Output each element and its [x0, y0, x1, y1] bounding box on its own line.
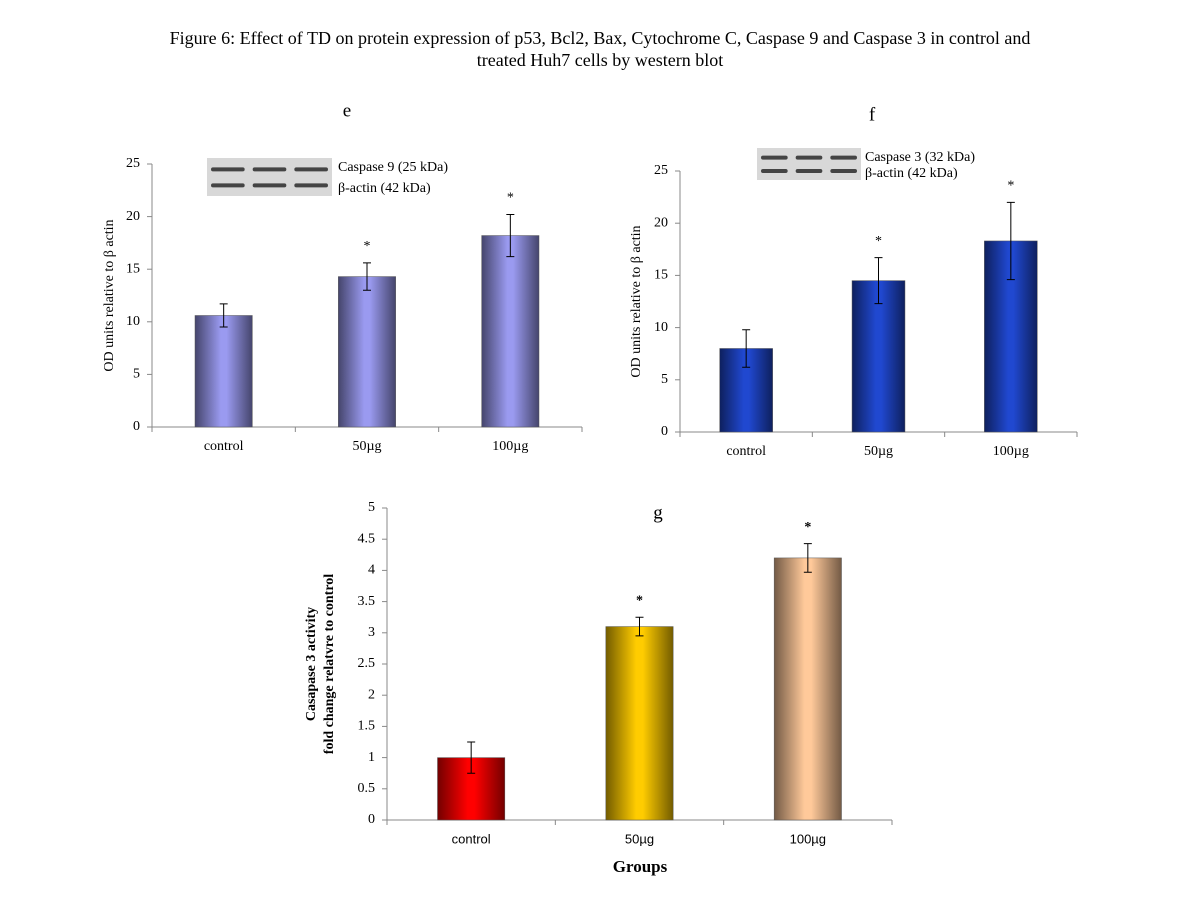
y-tick-label: 10	[654, 320, 668, 335]
error-bar	[506, 213, 515, 258]
x-tick-label: 100µg	[790, 831, 826, 846]
y-tick-label: 0	[368, 812, 375, 827]
blot-band	[761, 169, 788, 174]
x-tick-label: 100µg	[492, 439, 528, 454]
y-tick-label: 15	[126, 261, 140, 276]
y-tick-label: 2.5	[358, 656, 376, 671]
significance-mark: *	[875, 234, 882, 249]
blot-image	[757, 148, 861, 180]
blot-band	[294, 167, 328, 172]
x-tick-label: 50µg	[864, 444, 893, 459]
y-tick-label: 25	[654, 163, 668, 178]
error-bar	[874, 257, 883, 305]
y-tick-label: 5	[368, 500, 375, 515]
blot-band	[294, 183, 328, 188]
error-bar	[467, 741, 476, 774]
bar	[481, 235, 540, 428]
blot-image	[207, 158, 332, 196]
blot-label: β-actin (42 kDa)	[338, 181, 431, 196]
bar	[338, 276, 396, 428]
figure-title: treated Huh7 cells by western blot	[477, 50, 723, 70]
x-tick-label: control	[204, 439, 244, 454]
y-tick-label: 10	[126, 314, 140, 329]
blot-band	[795, 155, 823, 160]
blot-band	[211, 183, 245, 188]
bar	[773, 557, 842, 821]
y-tick-label: 1	[368, 750, 375, 765]
blot-band	[795, 169, 823, 174]
y-tick-label: 0.5	[358, 781, 376, 796]
y-tick-label: 0	[133, 419, 140, 434]
significance-mark: *	[804, 520, 811, 535]
y-tick-label: 25	[126, 156, 140, 171]
y-tick-label: 0	[661, 424, 668, 439]
x-tick-label: 50µg	[625, 831, 654, 846]
blot-label: Caspase 3 (32 kDa)	[865, 150, 975, 165]
blot-band	[761, 155, 788, 160]
figure-title: Figure 6: Effect of TD on protein expres…	[170, 28, 1031, 48]
y-tick-label: 5	[661, 372, 668, 387]
y-tick-label: 3.5	[358, 594, 376, 609]
y-tick-label: 20	[654, 215, 668, 230]
bar	[605, 626, 674, 821]
error-bar	[742, 329, 751, 368]
y-tick-label: 5	[133, 367, 140, 382]
bar	[851, 280, 906, 433]
x-axis-label: Groups	[613, 857, 668, 876]
error-bar	[803, 543, 812, 573]
error-bar	[635, 616, 644, 637]
y-tick-label: 2	[368, 687, 375, 702]
blot-band	[830, 155, 857, 160]
blot-band	[211, 167, 245, 172]
western-blot	[207, 158, 332, 196]
chart-title: g	[653, 502, 663, 523]
y-axis-label: Casapase 3 activity	[304, 607, 319, 721]
x-tick-label: 100µg	[993, 444, 1029, 459]
error-bar	[219, 303, 228, 328]
x-tick-label: 50µg	[352, 439, 381, 454]
bar	[194, 315, 253, 428]
blot-band	[252, 167, 287, 172]
y-tick-label: 15	[654, 268, 668, 283]
error-bar	[1006, 201, 1015, 281]
x-tick-label: control	[726, 444, 766, 459]
significance-mark: *	[1007, 179, 1014, 194]
x-tick-label: control	[452, 831, 491, 846]
y-axis-label: OD units relative to β actin	[629, 225, 644, 377]
significance-mark: *	[636, 593, 643, 608]
blot-band	[252, 183, 287, 188]
y-tick-label: 4	[368, 563, 375, 578]
significance-mark: *	[507, 191, 514, 206]
y-tick-label: 1.5	[358, 719, 376, 734]
error-bar	[363, 262, 371, 291]
y-tick-label: 4.5	[358, 531, 376, 546]
significance-mark: *	[364, 239, 371, 254]
chart-title: f	[869, 104, 876, 125]
western-blot	[757, 148, 861, 180]
blot-band	[830, 169, 857, 174]
blot-label: β-actin (42 kDa)	[865, 166, 958, 181]
chart-title: e	[343, 100, 351, 121]
y-axis-label: fold change relatvre to control	[322, 574, 337, 755]
y-tick-label: 20	[126, 209, 140, 224]
blot-label: Caspase 9 (25 kDa)	[338, 160, 448, 175]
y-axis-label: OD units relative to β actin	[102, 219, 117, 371]
y-tick-label: 3	[368, 625, 375, 640]
